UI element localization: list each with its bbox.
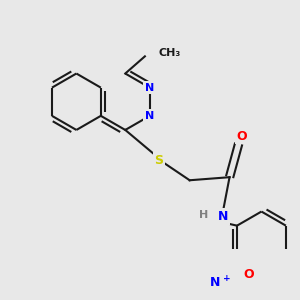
Text: S: S — [154, 154, 164, 166]
Text: N: N — [145, 82, 154, 93]
Text: N: N — [145, 111, 154, 121]
Text: N: N — [218, 210, 229, 223]
Text: H: H — [199, 210, 208, 220]
Text: O: O — [243, 268, 254, 281]
Text: N: N — [210, 276, 221, 289]
Text: O: O — [236, 130, 247, 142]
Text: +: + — [223, 274, 230, 283]
Text: CH₃: CH₃ — [158, 48, 181, 58]
